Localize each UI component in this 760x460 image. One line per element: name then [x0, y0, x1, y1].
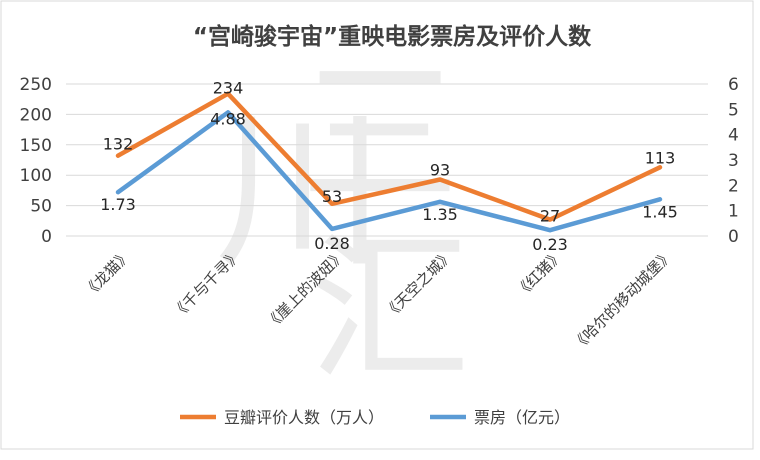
- data-label: 93: [430, 160, 450, 179]
- data-label: 1.73: [100, 195, 136, 214]
- data-label: 0.28: [314, 234, 350, 253]
- y-left-tick-label: 100: [20, 166, 52, 186]
- watermark-glyph: 汇: [310, 216, 470, 403]
- y-right-tick-label: 5: [728, 100, 739, 120]
- y-right-tick-label: 6: [728, 75, 739, 95]
- data-label: 4.88: [210, 109, 246, 128]
- data-label: 53: [322, 187, 342, 206]
- y-right-tick-label: 3: [728, 151, 739, 171]
- chart-title: “宫崎骏宇宙”重映电影票房及评价人数: [193, 23, 592, 50]
- chart-frame: [0, 0, 754, 450]
- y-left-tick-label: 50: [30, 197, 52, 217]
- series-line-rating-count: [115, 91, 663, 222]
- legend-entry: 豆瓣评价人数（万人）: [224, 408, 384, 427]
- data-label: 113: [645, 148, 676, 167]
- y-right-tick-label: 4: [728, 126, 739, 146]
- y-left-tick-label: 0: [41, 227, 52, 247]
- y-left-tick-label: 150: [20, 136, 52, 156]
- y-right-tick-label: 2: [728, 176, 739, 196]
- y-right-tick-label: 1: [728, 202, 739, 222]
- legend-entry: 票房（亿元）: [474, 408, 570, 427]
- data-label: 1.35: [422, 205, 458, 224]
- data-label: 0.23: [532, 235, 568, 254]
- data-label: 27: [540, 207, 560, 226]
- data-label: 1.45: [642, 202, 678, 221]
- data-label: 234: [213, 79, 244, 98]
- data-label: 132: [103, 135, 134, 154]
- y-right-tick-label: 0: [728, 227, 739, 247]
- y-left-tick-label: 250: [20, 75, 52, 95]
- y-left-tick-label: 200: [20, 105, 52, 125]
- series-line-box-office: [115, 110, 663, 233]
